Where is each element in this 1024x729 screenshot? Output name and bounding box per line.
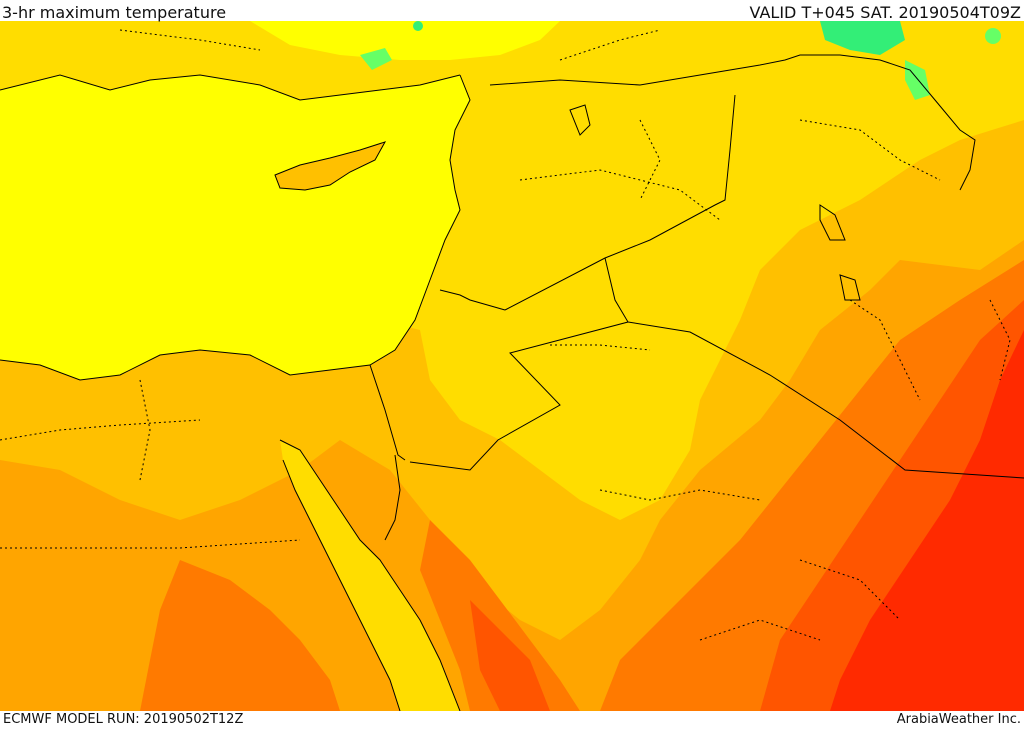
northern-sea [250,21,560,60]
footer-bar [0,711,1024,729]
header-bar [0,0,1024,21]
green-spot-2 [413,21,423,31]
mediterranean-sea [0,75,470,380]
coastlines [0,74,861,711]
national-borders [369,54,1024,479]
credit: ArabiaWeather Inc. [896,712,1021,727]
temperature-map[interactable] [0,21,1024,711]
valid-time: VALID T+045 SAT. 20190504T09Z [749,3,1021,22]
green-spot [985,28,1001,44]
green-area-east [905,60,930,100]
dark-orange-zone-west [140,560,340,711]
map-title: 3-hr maximum temperature [2,3,227,22]
red-orange-coast [470,600,550,711]
dark-orange-zone-sinai [420,520,580,711]
cyprus-island [274,141,387,191]
model-run: ECMWF MODEL RUN: 20190502T12Z [3,712,244,727]
red-sea [280,440,460,711]
green-area-north [360,48,392,70]
province-borders [0,29,1011,641]
red-zone [830,330,1024,711]
green-area-northeast [820,21,905,55]
